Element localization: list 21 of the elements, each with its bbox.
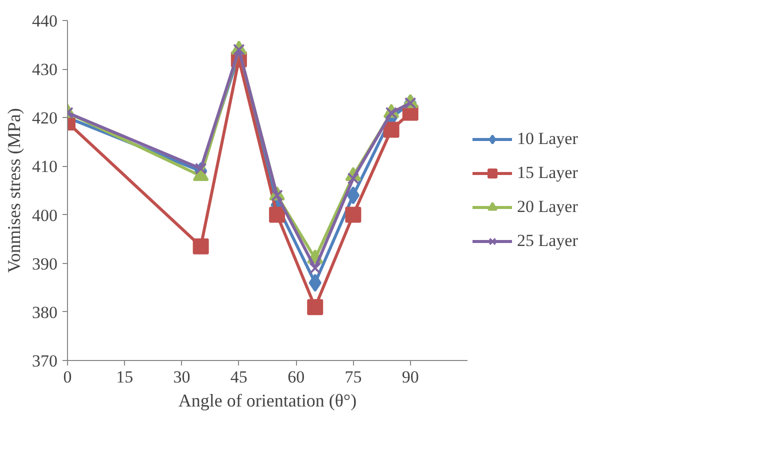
y-axis-title: Vonmises stress (MPa) — [4, 108, 24, 273]
x-tick-label: 45 — [230, 368, 248, 386]
y-tick-label: 400 — [32, 206, 58, 225]
y-tick-label: 420 — [32, 108, 58, 128]
legend-label: 10 Layer — [517, 129, 578, 149]
legend-label: 15 Layer — [517, 163, 578, 183]
x-tick-label: 0 — [63, 368, 72, 386]
x-tick-label: 30 — [173, 368, 190, 386]
legend-label: 25 Layer — [517, 231, 578, 251]
y-tick-label: 430 — [32, 60, 58, 80]
x-tick-label: 75 — [344, 368, 362, 386]
y-tick-label: 390 — [32, 254, 58, 274]
x-axis-title: Angle of orientation (θ°) — [178, 390, 357, 410]
legend-label: 20 Layer — [517, 197, 578, 217]
y-tick-label: 380 — [32, 302, 58, 322]
x-tick-label: 90 — [402, 368, 419, 386]
y-tick-label: 440 — [32, 12, 58, 30]
y-tick-label: 370 — [32, 352, 58, 370]
x-tick-label: 60 — [288, 368, 305, 386]
x-tick-label: 15 — [116, 368, 134, 386]
y-tick-label: 410 — [32, 157, 58, 176]
